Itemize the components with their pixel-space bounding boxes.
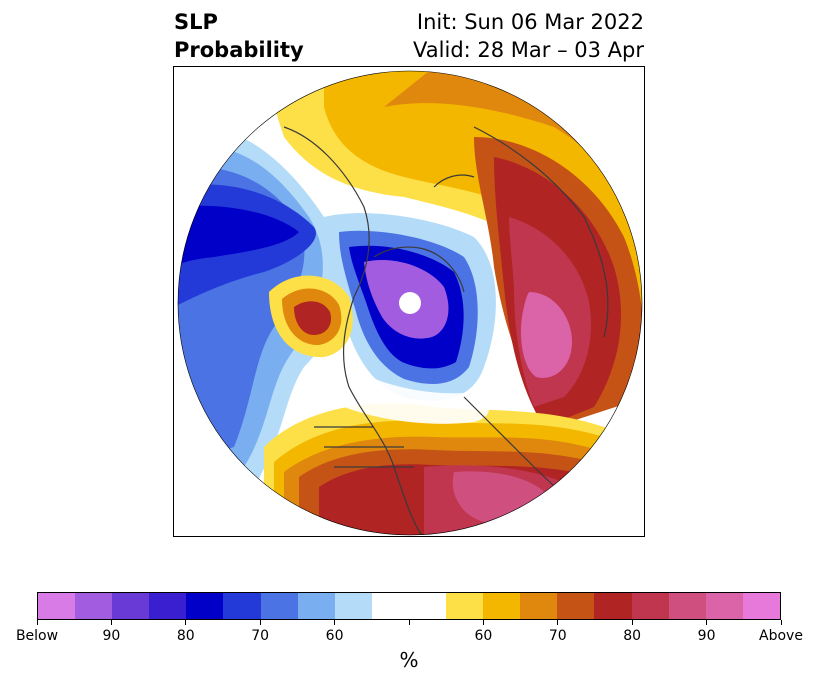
- colorbar: [37, 592, 781, 620]
- colorbar-segment: [742, 593, 780, 619]
- colorbar-unit: %: [399, 648, 419, 672]
- above-region-east-magenta: [520, 292, 572, 378]
- title-left: SLP Probability: [174, 8, 304, 64]
- above-region-westcoast-red: [294, 301, 332, 335]
- colorbar-segment: [520, 593, 558, 619]
- colorbar-tick-mark: [36, 620, 38, 625]
- colorbar-tick-label: 90: [102, 628, 121, 644]
- valid-range: Valid: 28 Mar – 03 Apr: [413, 38, 644, 62]
- colorbar-tick-mark: [185, 620, 187, 625]
- map-panel[interactable]: [173, 66, 645, 537]
- polar-map: [177, 70, 643, 536]
- colorbar-tick-mark: [259, 620, 261, 625]
- colorbar-segment: [483, 593, 521, 619]
- colorbar-segment: [112, 593, 150, 619]
- colorbar-tick-label: 70: [251, 628, 270, 644]
- colorbar-tick-label: 70: [548, 628, 567, 644]
- neutral-zone: [338, 367, 489, 424]
- colorbar-tick-label: Below: [15, 628, 59, 644]
- colorbar-segment: [557, 593, 595, 619]
- init-date: Init: Sun 06 Mar 2022: [416, 10, 644, 34]
- colorbar-segment: [371, 593, 409, 619]
- colorbar-segment: [75, 593, 113, 619]
- colorbar-tick-mark: [706, 620, 708, 625]
- colorbar-tick-label: 60: [325, 628, 344, 644]
- colorbar-tick-mark: [780, 620, 782, 625]
- colorbar-segment: [223, 593, 261, 619]
- colorbar-tick-label: Above: [759, 628, 803, 644]
- colorbar-tick-mark: [408, 620, 410, 625]
- colorbar-segment: [631, 593, 669, 619]
- colorbar-tick-mark: [631, 620, 633, 625]
- colorbar-tick-label: 80: [176, 628, 195, 644]
- colorbar-segment: [38, 593, 76, 619]
- title-variable: SLP: [174, 10, 218, 34]
- colorbar-tick-label: 90: [697, 628, 716, 644]
- colorbar-segment: [297, 593, 335, 619]
- colorbar-segment: [668, 593, 706, 619]
- colorbar-tick-label: 60: [474, 628, 493, 644]
- title-metric: Probability: [174, 38, 304, 62]
- coastlines: [283, 126, 609, 535]
- pole-hole: [399, 292, 421, 314]
- colorbar-segment: [408, 593, 447, 619]
- below-region-pacific-deep: [178, 205, 299, 267]
- colorbar-tick-mark: [334, 620, 336, 625]
- colorbar-segment: [594, 593, 632, 619]
- hemisphere-outline: [177, 70, 643, 536]
- colorbar-tick-mark: [557, 620, 559, 625]
- title-right: Init: Sun 06 Mar 2022 Valid: 28 Mar – 03…: [413, 8, 644, 64]
- colorbar-segment: [260, 593, 298, 619]
- colorbar-tick-label: 80: [623, 628, 642, 644]
- colorbar-segment: [446, 593, 484, 619]
- colorbar-tick-mark: [110, 620, 112, 625]
- colorbar-segment: [186, 593, 224, 619]
- colorbar-segment: [334, 593, 372, 619]
- colorbar-segment: [149, 593, 187, 619]
- colorbar-segment: [705, 593, 743, 619]
- colorbar-tick-mark: [482, 620, 484, 625]
